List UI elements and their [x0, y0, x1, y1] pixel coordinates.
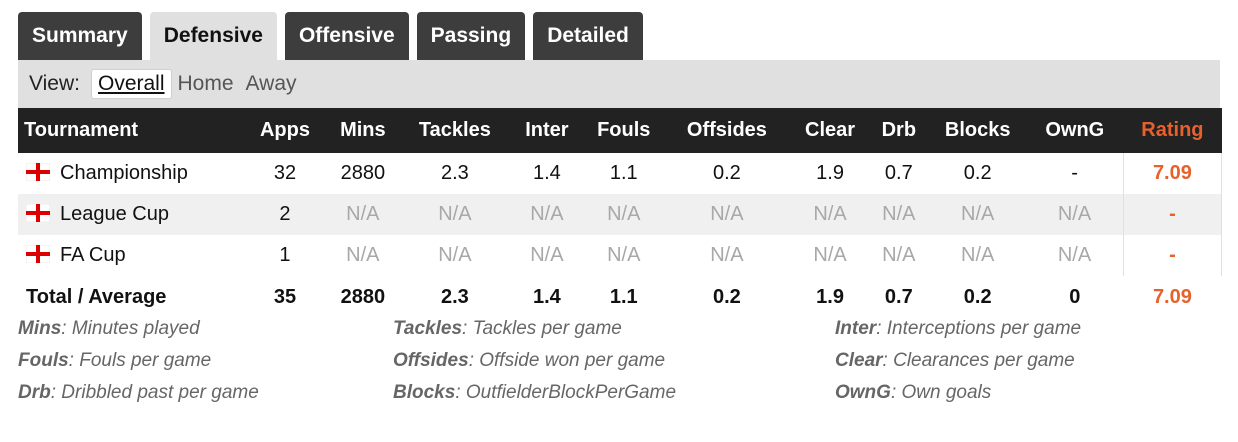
total-row: Total / Average 35 2880 2.3 1.4 1.1 0.2 …: [18, 276, 1222, 319]
header-drb[interactable]: Drb: [868, 108, 930, 153]
legend-row: Fouls: Fouls per game Offsides: Offside …: [18, 350, 1228, 382]
total-owng: 0: [1026, 276, 1124, 319]
stats-legend: Mins: Minutes played Tackles: Tackles pe…: [18, 318, 1228, 414]
inter-cell: N/A: [530, 244, 564, 266]
offsides-cell: N/A: [662, 194, 792, 235]
owng-cell: N/A: [1057, 244, 1092, 266]
legend-item: Blocks: OutfielderBlockPerGame: [393, 382, 677, 403]
tournament-cell: Championship: [18, 153, 246, 194]
total-rating: 7.09: [1123, 276, 1222, 319]
legend-row: Drb: Dribbled past per game Blocks: Outf…: [18, 382, 1228, 414]
tournament-link[interactable]: FA Cup: [60, 244, 126, 266]
stats-tabs: Summary Defensive Offensive Passing Deta…: [18, 12, 643, 60]
drb-cell: N/A: [868, 194, 930, 235]
blocks-cell: N/A: [929, 194, 1027, 235]
rating-cell: -: [1122, 235, 1223, 276]
header-clear[interactable]: Clear: [791, 108, 869, 153]
total-apps: 35: [245, 276, 325, 319]
view-option-home[interactable]: Home: [177, 72, 234, 95]
table-row: Championship 32 2880 2.3 1.4 1.1 0.2 1.9…: [18, 153, 1223, 194]
drb-cell: N/A: [882, 244, 916, 266]
mins-cell: N/A: [324, 194, 402, 235]
legend-row: Mins: Minutes played Tackles: Tackles pe…: [18, 318, 1228, 350]
tab-offensive[interactable]: Offensive: [284, 12, 409, 60]
tab-summary[interactable]: Summary: [18, 12, 142, 60]
tournament-cell: FA Cup: [18, 235, 246, 276]
total-fouls: 1.1: [585, 276, 663, 319]
header-offsides[interactable]: Offsides: [662, 108, 792, 153]
legend-item: OwnG: Own goals: [835, 382, 992, 403]
header-tournament[interactable]: Tournament: [18, 108, 246, 153]
clear-cell: N/A: [791, 194, 869, 235]
legend-item: Fouls: Fouls per game: [18, 350, 212, 371]
inter-cell: 1.4: [532, 162, 561, 184]
tab-detailed[interactable]: Detailed: [533, 12, 643, 60]
table-header-row: Tournament Apps Mins Tackles Inter Fouls…: [18, 108, 1222, 153]
inter-cell: N/A: [508, 194, 586, 235]
view-label: View:: [29, 72, 80, 95]
legend-item: Drb: Dribbled past per game: [18, 382, 259, 403]
table-row: FA Cup 1 N/A N/A N/A N/A N/A N/A N/A N/A…: [18, 235, 1223, 276]
england-flag-icon: [26, 245, 50, 263]
blocks-cell: N/A: [961, 244, 995, 266]
legend-item: Offsides: Offside won per game: [393, 350, 666, 371]
owng-cell: -: [1071, 162, 1078, 184]
apps-cell: 1: [279, 244, 291, 266]
clear-cell: N/A: [813, 244, 847, 266]
total-mins: 2880: [324, 276, 402, 319]
england-flag-icon: [26, 163, 50, 181]
view-option-overall[interactable]: Overall: [90, 69, 172, 99]
tournament-cell: League Cup: [18, 194, 246, 235]
fouls-cell: 1.1: [609, 162, 638, 184]
defensive-stats-table: Tournament Apps Mins Tackles Inter Fouls…: [18, 108, 1223, 319]
header-tackles[interactable]: Tackles: [401, 108, 509, 153]
mins-cell: N/A: [346, 244, 380, 266]
total-drb: 0.7: [868, 276, 930, 319]
tab-passing[interactable]: Passing: [416, 12, 526, 60]
england-flag-icon: [26, 204, 50, 222]
tournament-link[interactable]: League Cup: [60, 203, 169, 225]
tackles-cell: 2.3: [440, 162, 469, 184]
offsides-cell: 0.2: [713, 162, 741, 184]
total-clear: 1.9: [791, 276, 869, 319]
blocks-cell: 0.2: [963, 162, 992, 184]
legend-item: Clear: Clearances per game: [835, 350, 1075, 371]
total-tackles: 2.3: [401, 276, 509, 319]
rating-cell: 7.09: [1122, 153, 1223, 194]
header-blocks[interactable]: Blocks: [929, 108, 1027, 153]
tackles-cell: N/A: [438, 244, 472, 266]
tournament-link[interactable]: Championship: [60, 162, 188, 184]
apps-cell: 32: [273, 162, 297, 184]
tackles-cell: N/A: [401, 194, 509, 235]
drb-cell: 0.7: [884, 162, 913, 184]
clear-cell: 1.9: [816, 162, 844, 184]
header-mins[interactable]: Mins: [324, 108, 402, 153]
fouls-cell: N/A: [585, 194, 663, 235]
header-owng[interactable]: OwnG: [1026, 108, 1124, 153]
rating-cell: -: [1122, 194, 1223, 235]
total-blocks: 0.2: [929, 276, 1027, 319]
header-rating[interactable]: Rating: [1123, 108, 1222, 153]
total-label: Total / Average: [18, 276, 246, 319]
header-apps[interactable]: Apps: [245, 108, 325, 153]
tab-defensive[interactable]: Defensive: [149, 12, 277, 60]
mins-cell: 2880: [340, 162, 386, 184]
view-filter-bar: View: Overall Home Away: [18, 60, 1220, 108]
apps-cell: 2: [245, 194, 325, 235]
offsides-cell: N/A: [710, 244, 744, 266]
table-row: League Cup 2 N/A N/A N/A N/A N/A N/A N/A…: [18, 194, 1223, 235]
fouls-cell: N/A: [607, 244, 641, 266]
view-option-away[interactable]: Away: [245, 72, 297, 95]
legend-item: Tackles: Tackles per game: [393, 318, 622, 339]
legend-item: Mins: Minutes played: [18, 318, 200, 339]
legend-item: Inter: Interceptions per game: [835, 318, 1082, 339]
total-inter: 1.4: [508, 276, 586, 319]
total-offsides: 0.2: [662, 276, 792, 319]
header-inter[interactable]: Inter: [508, 108, 586, 153]
owng-cell: N/A: [1026, 194, 1124, 235]
header-fouls[interactable]: Fouls: [585, 108, 663, 153]
